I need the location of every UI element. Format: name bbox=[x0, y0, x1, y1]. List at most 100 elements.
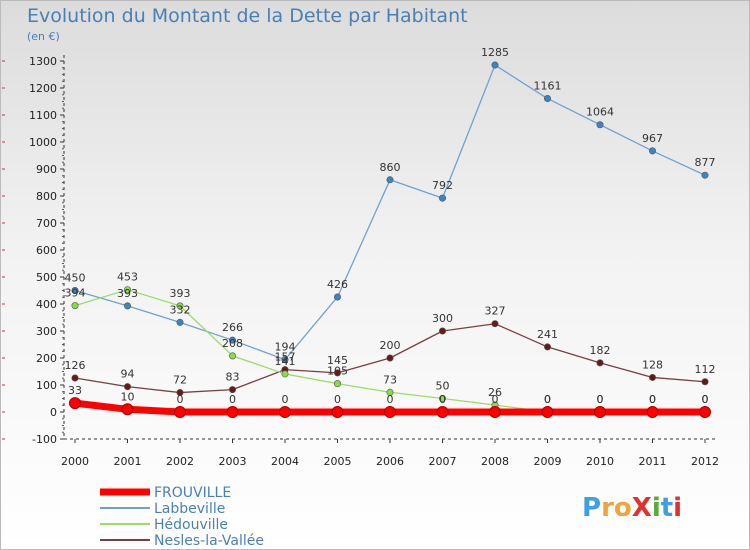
data-label: 300 bbox=[432, 312, 453, 325]
data-label: 453 bbox=[117, 271, 138, 284]
data-label: 83 bbox=[226, 371, 240, 384]
data-label: 0 bbox=[649, 393, 656, 406]
x-tick-label: 2008 bbox=[481, 455, 509, 468]
data-label: 426 bbox=[327, 278, 348, 291]
data-label: 33 bbox=[68, 384, 82, 397]
data-label: 393 bbox=[170, 287, 191, 300]
data-point bbox=[491, 320, 499, 328]
data-point bbox=[438, 194, 446, 202]
data-label: 105 bbox=[327, 365, 348, 378]
data-label: 241 bbox=[537, 328, 558, 341]
x-tick-label: 2006 bbox=[376, 455, 404, 468]
data-point bbox=[281, 356, 289, 364]
y-tick-label: 800 bbox=[36, 190, 57, 203]
data-point bbox=[69, 397, 81, 410]
data-label: 266 bbox=[222, 321, 243, 334]
data-label: 141 bbox=[275, 355, 296, 368]
y-tick-label: 300 bbox=[36, 325, 57, 338]
data-label: 0 bbox=[439, 393, 446, 406]
x-tick-label: 2011 bbox=[639, 455, 667, 468]
data-point bbox=[281, 370, 289, 378]
y-tick-label: 1100 bbox=[29, 109, 57, 122]
data-point bbox=[491, 61, 499, 69]
y-tick-label: 500 bbox=[36, 271, 57, 284]
data-label: 877 bbox=[695, 156, 716, 169]
y-tick-label: 700 bbox=[36, 217, 57, 230]
data-point bbox=[124, 286, 132, 294]
logo-text: ProXiti bbox=[582, 493, 682, 523]
logo-letter: r bbox=[601, 493, 614, 523]
x-tick-label: 2005 bbox=[324, 455, 352, 468]
data-point bbox=[594, 406, 606, 418]
data-point bbox=[596, 121, 604, 129]
data-point bbox=[438, 394, 446, 402]
data-label: 0 bbox=[597, 393, 604, 406]
legend-label: Labbeville bbox=[154, 501, 225, 517]
data-point bbox=[279, 406, 291, 418]
data-label: 1064 bbox=[586, 106, 614, 119]
data-label: 145 bbox=[327, 354, 348, 367]
y-tick-label: 200 bbox=[36, 352, 57, 365]
data-point bbox=[386, 176, 394, 184]
data-label: 0 bbox=[597, 393, 604, 406]
data-point bbox=[229, 352, 237, 360]
data-point bbox=[229, 386, 237, 394]
data-label: 10 bbox=[121, 390, 135, 403]
data-label: 194 bbox=[275, 341, 296, 354]
data-point bbox=[331, 406, 344, 418]
proxiti-logo: ProXiti bbox=[582, 493, 682, 523]
data-point bbox=[543, 95, 551, 103]
y-tick-label: 100 bbox=[36, 379, 57, 392]
data-point bbox=[386, 354, 394, 362]
data-label: 0 bbox=[177, 393, 184, 406]
data-point bbox=[541, 406, 554, 418]
data-point bbox=[71, 302, 79, 310]
x-tick-label: 2003 bbox=[219, 455, 247, 468]
data-label: 967 bbox=[642, 132, 663, 145]
data-label: 128 bbox=[642, 358, 663, 371]
data-label: 50 bbox=[436, 380, 450, 393]
data-point bbox=[121, 403, 134, 416]
data-label: 1285 bbox=[481, 46, 509, 59]
data-label: 0 bbox=[334, 393, 341, 406]
data-label: 208 bbox=[222, 337, 243, 350]
y-tick-label: 1000 bbox=[29, 136, 57, 149]
logo-letter: P bbox=[582, 493, 601, 523]
data-point bbox=[648, 373, 656, 381]
data-label: 26 bbox=[488, 386, 502, 399]
data-label: 72 bbox=[173, 374, 187, 387]
data-point bbox=[176, 302, 184, 310]
data-point bbox=[648, 147, 656, 155]
x-tick-label: 2000 bbox=[61, 455, 89, 468]
data-label: 0 bbox=[649, 393, 656, 406]
legend-label: Nesles-la-Vallée bbox=[154, 533, 264, 549]
logo-letter: X bbox=[632, 493, 652, 523]
data-label: 126 bbox=[65, 359, 86, 372]
data-point bbox=[701, 378, 709, 386]
data-label: 73 bbox=[383, 373, 397, 386]
y-tick-label: 900 bbox=[36, 163, 57, 176]
data-label: 0 bbox=[282, 393, 289, 406]
legend-label: FROUVILLE bbox=[154, 485, 231, 501]
data-point bbox=[229, 336, 237, 344]
y-tick-label: 1200 bbox=[29, 82, 57, 95]
data-label: 0 bbox=[387, 393, 394, 406]
data-labels: 33 10 0 0 0 0 0 0 0 0 0 0 0 450 393 332 266 194 426 860 792 1… bbox=[65, 46, 716, 406]
data-point bbox=[333, 293, 341, 301]
y-tick-label: -100 bbox=[32, 433, 57, 446]
data-label: 1161 bbox=[534, 80, 562, 93]
data-label: 94 bbox=[121, 368, 135, 381]
x-tick-label: 2002 bbox=[166, 455, 194, 468]
data-label: 332 bbox=[170, 303, 191, 316]
data-point bbox=[699, 406, 711, 418]
data-label: 792 bbox=[432, 179, 453, 192]
axes: -100010020030040050060070080090010001100… bbox=[2, 55, 719, 468]
logo-letter: i bbox=[673, 493, 682, 523]
data-label: 0 bbox=[702, 393, 709, 406]
x-tick-label: 2012 bbox=[691, 455, 719, 468]
data-point bbox=[438, 327, 446, 335]
logo-letter: o bbox=[614, 493, 632, 523]
data-point bbox=[226, 406, 239, 418]
